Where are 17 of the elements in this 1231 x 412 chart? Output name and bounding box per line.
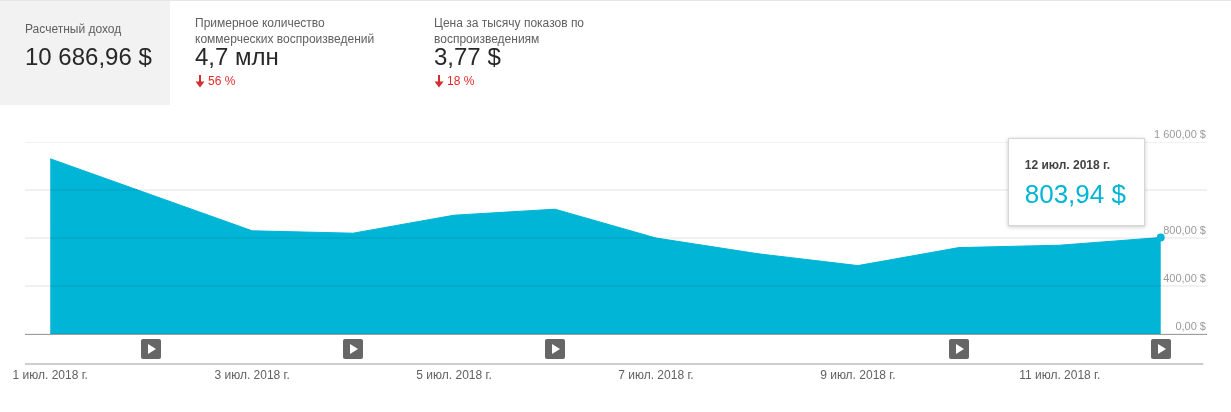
text: Расчетный доход xyxy=(25,22,122,36)
x-tick-label: 9 июл. 2018 г. xyxy=(820,368,896,383)
y-tick-label: 400,00 $ xyxy=(1163,272,1206,285)
x-tick-label: 7 июл. 2018 г. xyxy=(618,368,694,383)
text: 18 % xyxy=(447,74,475,88)
x-tick-label: 5 июл. 2018 г. xyxy=(416,368,492,383)
x-tick-label: 1 июл. 2018 г. xyxy=(12,368,88,383)
annotation: 803,94 $ xyxy=(1024,178,1126,209)
text: 10 686,96 $ xyxy=(25,43,152,71)
y-tick-label: 0,00 $ xyxy=(1175,320,1206,333)
x-tick-label: 11 июл. 2018 г. xyxy=(1019,368,1101,383)
text: Цена за тысячу показов по воспроизведениям xyxy=(434,15,586,46)
text: 56 % xyxy=(208,74,236,88)
y-tick-label: 800,00 $ xyxy=(1163,224,1206,237)
x-tick-label: 3 июл. 2018 г. xyxy=(214,368,290,383)
y-tick-label: 1 600,00 $ xyxy=(1154,128,1206,141)
annotation: 12 июл. 2018 г. xyxy=(1024,156,1112,173)
